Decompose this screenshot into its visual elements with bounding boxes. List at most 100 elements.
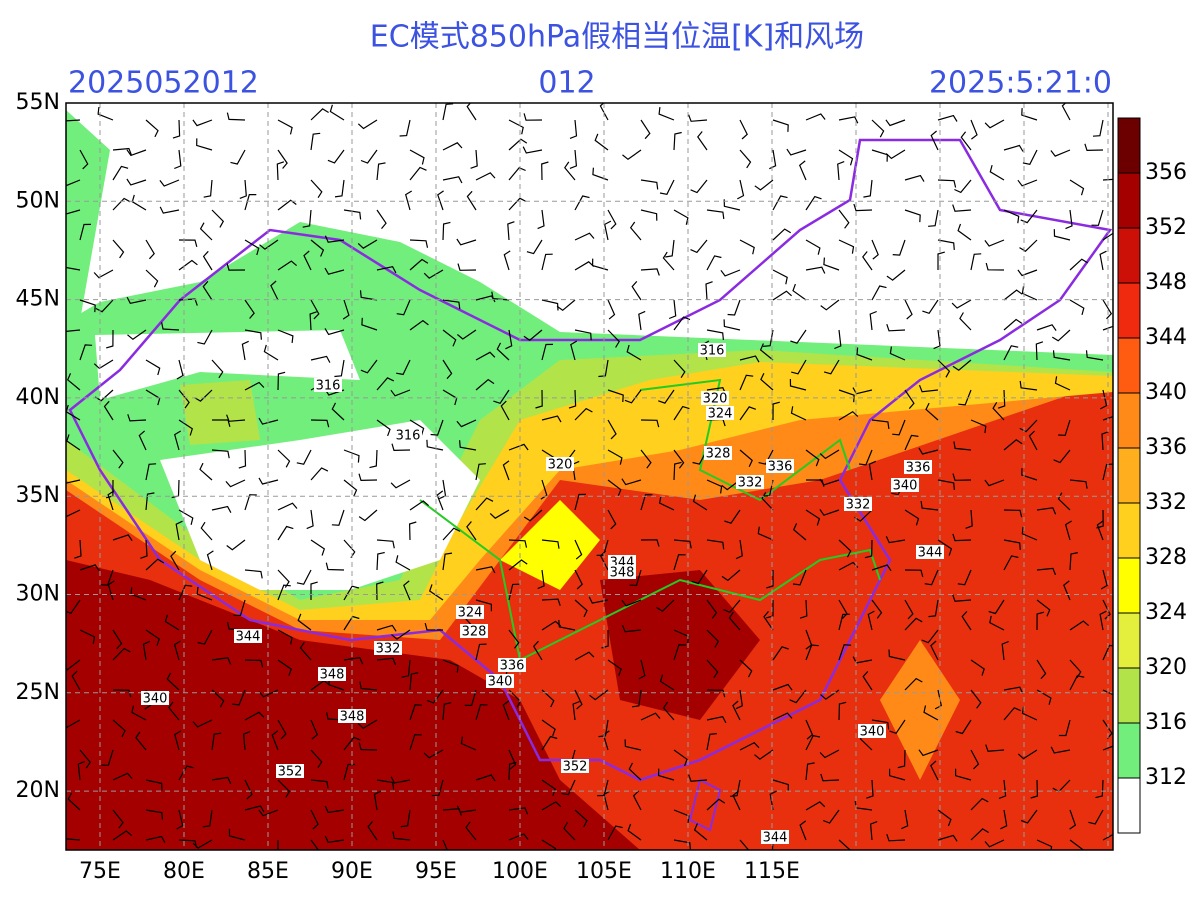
contour-label: 332 <box>376 642 401 657</box>
wind-barb <box>1096 520 1104 541</box>
wind-barb <box>426 689 444 704</box>
wind-barb <box>871 419 890 429</box>
lat-tick-label: 20N <box>16 778 60 803</box>
wind-barb <box>721 569 741 582</box>
wind-barb <box>437 190 444 211</box>
wind-barb <box>673 539 692 549</box>
wind-barb <box>924 569 939 586</box>
wind-barb <box>271 730 279 751</box>
wind-barb <box>409 258 429 271</box>
wind-barb <box>442 103 454 121</box>
colorbar-label: 352 <box>1145 215 1187 240</box>
wind-barb <box>66 373 81 391</box>
wind-barb <box>819 749 840 759</box>
wind-barb <box>727 299 741 316</box>
wind-barb <box>920 501 939 511</box>
grid: 55N 50N 45N 40N 35N 30N 25N 20N 75E 80E 85E 90E 95E 1… <box>16 90 1113 884</box>
contour-label-bg <box>736 475 764 489</box>
wind-barb <box>403 580 411 601</box>
wind-barb <box>925 402 939 421</box>
wind-barb <box>728 611 741 631</box>
wind-barb <box>112 830 132 841</box>
wind-barb <box>572 700 580 721</box>
wind-barb <box>1102 644 1113 661</box>
wind-barb <box>607 825 623 841</box>
wind-barb <box>1017 179 1038 187</box>
wind-barb <box>984 239 1005 247</box>
colorbar-label: 328 <box>1145 545 1187 570</box>
wind-barb <box>933 329 941 350</box>
wind-barb <box>442 702 452 721</box>
wind-barb <box>805 509 821 526</box>
wind-barb <box>574 809 588 828</box>
wind-barb <box>869 821 878 841</box>
contour-label: 344 <box>236 630 261 645</box>
contour-label-bg <box>916 545 944 559</box>
wind-barb <box>984 839 1005 848</box>
wind-barb <box>343 585 360 601</box>
wind-barb <box>1102 299 1113 320</box>
wind-barb <box>1003 686 1024 694</box>
wind-barb <box>673 644 686 661</box>
wind-barb <box>376 162 386 181</box>
wind-barb <box>863 179 873 198</box>
wind-barb <box>79 344 93 361</box>
wind-barb <box>79 629 96 644</box>
wind-barb <box>112 719 126 738</box>
wind-barb <box>131 705 147 721</box>
wind-barb <box>331 509 345 526</box>
wind-barb <box>706 209 725 220</box>
contour-label: 336 <box>768 460 793 475</box>
wind-barb <box>607 419 617 440</box>
wind-barb <box>79 149 89 170</box>
wind-barb <box>792 283 807 301</box>
wind-barb <box>475 172 496 181</box>
wind-barb <box>258 477 279 485</box>
wind-barb <box>475 599 492 612</box>
wind-barb <box>772 290 792 301</box>
wind-barb <box>985 744 1005 752</box>
wind-barb <box>310 719 319 740</box>
wind-barb <box>357 119 378 130</box>
colorbar-swatch <box>1118 778 1140 833</box>
wind-barb <box>145 558 165 571</box>
wind-barb <box>541 253 553 271</box>
wind-barb <box>904 509 920 526</box>
wind-barb <box>1099 250 1107 271</box>
wind-barb <box>1003 209 1020 224</box>
wind-barb <box>607 659 622 676</box>
wind-barb <box>607 509 617 530</box>
contour-label: 328 <box>462 625 487 640</box>
contour-label-bg <box>141 691 169 705</box>
colorbar-label: 356 <box>1145 160 1187 185</box>
wind-barb <box>970 689 982 709</box>
wind-barb <box>692 494 708 511</box>
contour-label-bg <box>314 378 342 392</box>
wind-barb <box>930 760 939 781</box>
wind-barb <box>1095 779 1104 799</box>
wind-barb <box>409 500 429 511</box>
wind-barb <box>523 509 543 522</box>
wind-barb <box>475 378 495 391</box>
wind-barb <box>1050 746 1071 754</box>
wind-barb <box>71 670 81 691</box>
lon-tick-label: 80E <box>163 859 205 884</box>
contour-label: 340 <box>860 725 885 740</box>
wind-barb <box>93 359 114 370</box>
wind-barb <box>174 730 182 751</box>
wind-barb <box>199 222 213 241</box>
wind-barb <box>442 221 451 241</box>
lon-tick-label: 100E <box>492 859 548 884</box>
wind-barb <box>937 359 951 378</box>
wind-barb <box>211 657 232 665</box>
wind-barb <box>310 299 320 320</box>
wind-barb <box>442 359 453 380</box>
wind-barb <box>396 359 411 376</box>
wind-barb <box>277 119 293 135</box>
wind-barb <box>720 269 741 277</box>
wind-barb <box>1000 809 1008 830</box>
wind-barb <box>409 672 419 691</box>
wind-barb <box>211 209 225 228</box>
wind-barb <box>202 809 213 828</box>
